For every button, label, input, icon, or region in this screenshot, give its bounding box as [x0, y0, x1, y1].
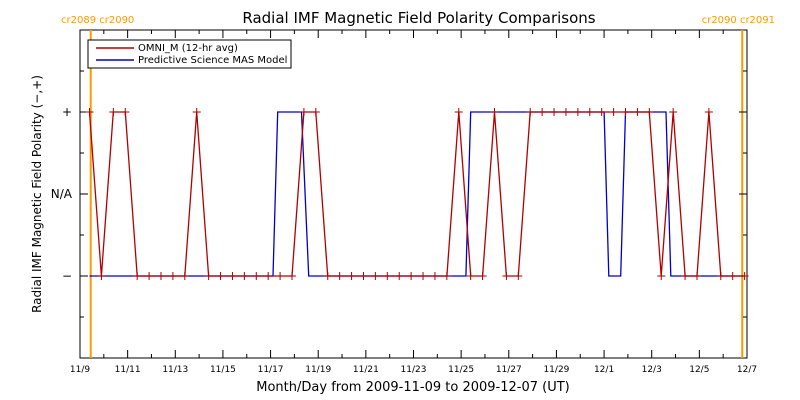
data-point-omni: [311, 108, 320, 116]
data-point-omni: [490, 108, 499, 116]
legend-label-mas: Predictive Science MAS Model: [138, 55, 287, 66]
chart-title: Radial IMF Magnetic Field Polarity Compa…: [242, 9, 595, 27]
data-point-omni: [240, 272, 249, 280]
x-tick-label: 12/1: [594, 365, 614, 375]
data-point-omni: [704, 108, 713, 116]
data-point-omni: [657, 272, 666, 280]
legend-box: [87, 39, 292, 69]
data-point-omni: [228, 272, 237, 280]
x-tick-label: 11/9: [70, 365, 90, 375]
data-point-omni: [216, 272, 225, 280]
data-point-omni: [621, 108, 630, 116]
data-point-omni: [681, 272, 690, 280]
y-axis-label: Radial IMF Magnetic Field Polarity (−,+): [30, 75, 44, 313]
data-point-omni: [85, 108, 94, 116]
y-tick-label: −: [62, 269, 72, 283]
legend: OMNI_M (12-hr avg) Predictive Science MA…: [87, 39, 292, 69]
data-point-omni: [395, 272, 404, 280]
data-point-omni: [550, 108, 559, 116]
data-point-omni: [728, 272, 737, 280]
x-tick-label: 12/5: [689, 365, 709, 375]
data-point-omni: [168, 272, 177, 280]
data-point-omni: [109, 108, 118, 116]
data-point-omni: [430, 272, 439, 280]
data-point-omni: [538, 108, 547, 116]
data-point-omni: [716, 272, 725, 280]
data-point-omni: [407, 272, 416, 280]
data-point-omni: [288, 272, 297, 280]
x-tick-label: 11/17: [258, 365, 284, 375]
y-tick-label: +: [62, 105, 72, 119]
data-point-omni: [192, 108, 201, 116]
data-point-omni: [156, 272, 165, 280]
data-point-omni: [466, 272, 475, 280]
data-point-omni: [323, 272, 332, 280]
legend-label-omni: OMNI_M (12-hr avg): [138, 43, 238, 54]
plot-frame: [79, 29, 748, 359]
data-point-omni: [180, 272, 189, 280]
series-line-omni: [88, 111, 745, 277]
x-tick-label: 11/27: [496, 365, 522, 375]
data-point-omni: [335, 272, 344, 280]
data-point-omni: [526, 108, 535, 116]
data-point-omni: [597, 108, 606, 116]
data-point-omni: [359, 272, 368, 280]
data-point-omni: [145, 272, 154, 280]
data-point-omni: [585, 108, 594, 116]
x-tick-label: 11/23: [401, 365, 427, 375]
data-point-omni: [692, 272, 701, 280]
x-tick-label: 11/11: [115, 365, 141, 375]
data-point-omni: [347, 272, 356, 280]
data-point-omni: [573, 108, 582, 116]
data-point-omni: [442, 272, 451, 280]
carrington-marker-label: cr2090 cr2091: [702, 15, 775, 26]
data-point-omni: [609, 108, 618, 116]
data-point-omni: [502, 272, 511, 280]
x-axis-label: Month/Day from 2009-11-09 to 2009-12-07 …: [256, 380, 569, 395]
data-point-omni: [252, 272, 261, 280]
data-point-omni: [383, 272, 392, 280]
data-point-omni: [514, 272, 523, 280]
data-point-omni: [264, 272, 273, 280]
data-point-omni: [276, 272, 285, 280]
data-point-omni: [478, 272, 487, 280]
data-point-omni: [419, 272, 428, 280]
x-tick-label: 12/7: [737, 365, 757, 375]
x-tick-label: 11/15: [210, 365, 236, 375]
data-point-omni: [645, 108, 654, 116]
data-point-omni: [121, 108, 130, 116]
data-point-omni: [204, 272, 213, 280]
x-tick-label: 12/3: [642, 365, 662, 375]
data-point-omni: [561, 108, 570, 116]
carrington-marker-label: cr2089 cr2090: [61, 15, 134, 26]
x-tick-label: 11/13: [162, 365, 188, 375]
x-tick-label: 11/25: [448, 365, 474, 375]
data-point-omni: [299, 108, 308, 116]
data-point-omni: [740, 272, 749, 280]
data-point-omni: [371, 272, 380, 280]
y-tick-label: N/A: [51, 187, 73, 201]
data-point-omni: [133, 272, 142, 280]
data-point-omni: [97, 272, 106, 280]
series-line-mas: [89, 111, 745, 277]
x-tick-label: 11/21: [353, 365, 379, 375]
data-point-omni: [669, 108, 678, 116]
x-tick-label: 11/19: [305, 365, 331, 375]
data-point-omni: [454, 108, 463, 116]
data-point-omni: [633, 108, 642, 116]
x-tick-label: 11/29: [543, 365, 569, 375]
